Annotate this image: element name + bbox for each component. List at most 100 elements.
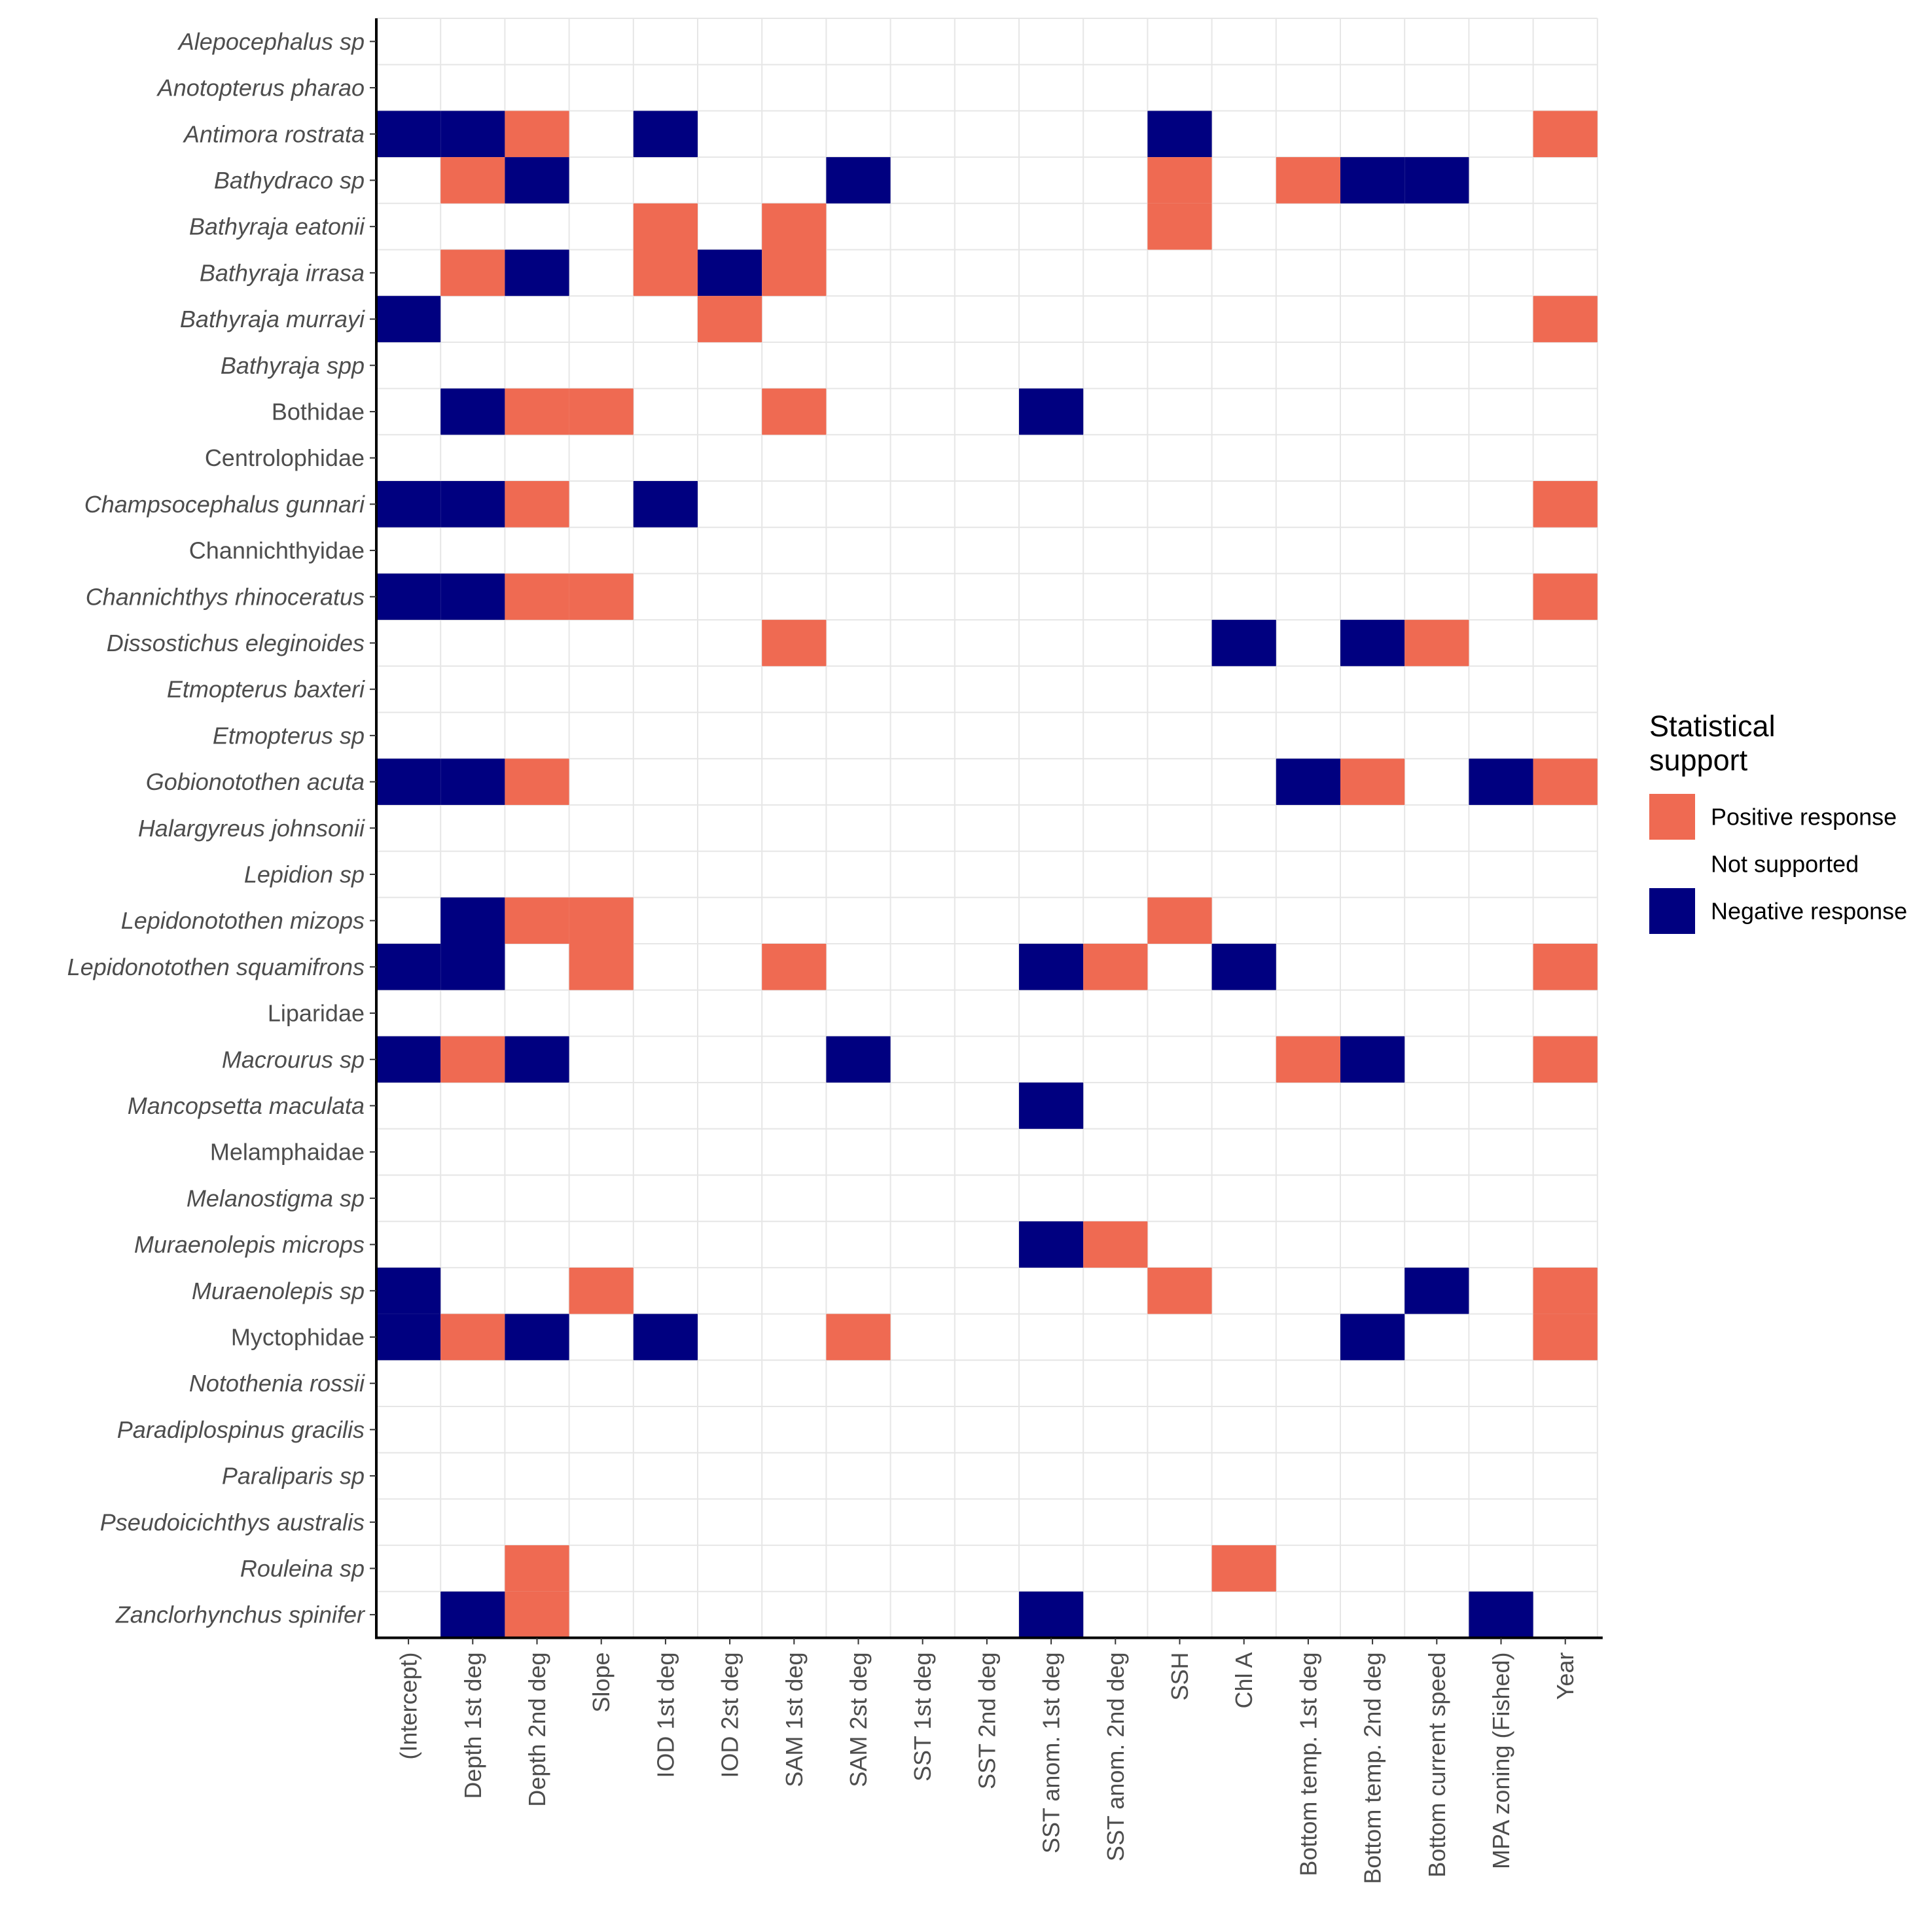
x-tick-label: (Intercept) bbox=[395, 1653, 422, 1760]
heatmap-cell bbox=[376, 111, 441, 158]
y-tick-label: Bathyraja murrayi bbox=[180, 306, 365, 332]
x-tick-label: MPA zoning (Fished) bbox=[1488, 1653, 1514, 1869]
heatmap-cell bbox=[1340, 157, 1405, 204]
heatmap-cell bbox=[569, 944, 634, 990]
heatmap-cell bbox=[505, 1314, 569, 1361]
y-tick-label: Etmopterus baxteri bbox=[167, 676, 365, 703]
y-tick-label: Melamphaidae bbox=[210, 1139, 365, 1166]
y-tick-label: Dissostichus eleginoides bbox=[107, 630, 365, 656]
legend-label: Positive response bbox=[1711, 804, 1897, 831]
heatmap-cell bbox=[633, 203, 698, 250]
y-tick-label: Bathyraja eatonii bbox=[189, 213, 365, 240]
heatmap-cell bbox=[1533, 481, 1598, 528]
x-tick-label: SST anom. 2nd deg bbox=[1102, 1653, 1129, 1862]
heatmap-cell bbox=[505, 157, 569, 204]
heatmap-cell bbox=[376, 573, 441, 620]
x-tick-label: Year bbox=[1552, 1653, 1579, 1700]
heatmap-cell bbox=[762, 620, 827, 666]
y-tick-label: Bathyraja irrasa bbox=[200, 259, 365, 286]
heatmap-cell bbox=[505, 897, 569, 944]
heatmap-cell bbox=[376, 296, 441, 342]
heatmap-cell bbox=[376, 481, 441, 528]
heatmap-cell bbox=[633, 481, 698, 528]
heatmap-cell bbox=[1211, 944, 1276, 990]
heatmap-cell bbox=[1147, 111, 1212, 158]
y-tick-label: Channichthys rhinoceratus bbox=[86, 583, 365, 610]
y-tick-label: Zanclorhynchus spinifer bbox=[115, 1601, 366, 1628]
y-tick-label: Liparidae bbox=[268, 1000, 365, 1027]
heatmap-cell bbox=[1276, 157, 1340, 204]
legend-key bbox=[1649, 794, 1695, 840]
legend-title: Statistical bbox=[1649, 709, 1776, 743]
heatmap-cell bbox=[505, 111, 569, 158]
heatmap-cell bbox=[505, 249, 569, 296]
heatmap-cell bbox=[1083, 1221, 1148, 1268]
heatmap-cell bbox=[440, 111, 505, 158]
heatmap-cell bbox=[1404, 1267, 1469, 1314]
x-tick-label: Bottom current speed bbox=[1423, 1653, 1450, 1878]
y-tick-label: Alepocephalus sp bbox=[177, 28, 365, 55]
y-tick-label: Pseudoicichthys australis bbox=[100, 1509, 365, 1535]
x-tick-label: Bottom temp. 1st deg bbox=[1295, 1653, 1321, 1876]
heatmap-cell bbox=[826, 1036, 891, 1083]
heatmap-cell bbox=[569, 897, 634, 944]
heatmap-cell bbox=[633, 111, 698, 158]
plot-panel bbox=[376, 18, 1598, 1639]
x-tick-label: Chl A bbox=[1230, 1653, 1257, 1709]
axes bbox=[370, 18, 1603, 1645]
y-tick-label: Champsocephalus gunnari bbox=[84, 491, 365, 518]
y-tick-label: Centrolophidae bbox=[205, 444, 365, 471]
heatmap-cell bbox=[1469, 759, 1533, 805]
heatmap-cell bbox=[505, 573, 569, 620]
x-tick-label: SAM 2st deg bbox=[845, 1653, 872, 1787]
heatmap-cell bbox=[376, 1314, 441, 1361]
heatmap-cell bbox=[1533, 1314, 1598, 1361]
x-tick-label: Bottom temp. 2nd deg bbox=[1359, 1653, 1386, 1884]
heatmap-cell bbox=[1340, 1314, 1405, 1361]
heatmap-cell bbox=[1083, 944, 1148, 990]
y-tick-label: Notothenia rossii bbox=[189, 1370, 365, 1397]
heatmap-cell bbox=[826, 157, 891, 204]
heatmap-cell bbox=[440, 897, 505, 944]
y-tick-label: Muraenolepis microps bbox=[134, 1231, 365, 1258]
y-tick-label: Melanostigma sp bbox=[187, 1185, 365, 1211]
heatmap-cell bbox=[762, 249, 827, 296]
heatmap-cell bbox=[1340, 759, 1405, 805]
heatmap-cell bbox=[505, 1545, 569, 1592]
heatmap-cell bbox=[1276, 759, 1340, 805]
heatmap-cell bbox=[1533, 759, 1598, 805]
heatmap-cell bbox=[1147, 157, 1212, 204]
panel-background bbox=[376, 18, 1598, 1638]
heatmap-cell bbox=[1340, 620, 1405, 666]
heatmap-cell bbox=[1533, 1036, 1598, 1083]
y-tick-label: Bathydraco sp bbox=[214, 167, 365, 194]
y-tick-label: Antimora rostrata bbox=[183, 120, 365, 147]
heatmap-cell bbox=[1533, 111, 1598, 158]
heatmap-cell bbox=[1147, 897, 1212, 944]
x-tick-label: SST 2nd deg bbox=[973, 1653, 1000, 1790]
heatmap-cell bbox=[1147, 1267, 1212, 1314]
heatmap-cell bbox=[440, 481, 505, 528]
legend-key bbox=[1649, 888, 1695, 934]
y-tick-label: Lepidonotothen mizops bbox=[121, 907, 365, 934]
legend-label: Negative response bbox=[1711, 898, 1907, 925]
heatmap-cell bbox=[1533, 944, 1598, 990]
y-tick-label: Etmopterus sp bbox=[213, 722, 365, 749]
legend-title: support bbox=[1649, 743, 1748, 777]
y-tick-label: Paraliparis sp bbox=[222, 1463, 365, 1490]
heatmap-cell bbox=[762, 944, 827, 990]
heatmap-cell bbox=[1276, 1036, 1340, 1083]
heatmap-cell bbox=[633, 1314, 698, 1361]
heatmap-cell bbox=[1340, 1036, 1405, 1083]
heatmap-cell bbox=[1211, 1545, 1276, 1592]
heatmap-cell bbox=[633, 249, 698, 296]
y-tick-label: Gobionotothen acuta bbox=[146, 768, 365, 795]
heatmap-cell bbox=[1404, 620, 1469, 666]
heatmap-cell bbox=[1469, 1591, 1533, 1638]
heatmap-cell bbox=[698, 296, 762, 342]
x-tick-label: IOD 1st deg bbox=[652, 1653, 679, 1778]
x-tick-label: SST anom. 1st deg bbox=[1038, 1653, 1065, 1854]
y-tick-label: Lepidonotothen squamifrons bbox=[67, 954, 365, 980]
